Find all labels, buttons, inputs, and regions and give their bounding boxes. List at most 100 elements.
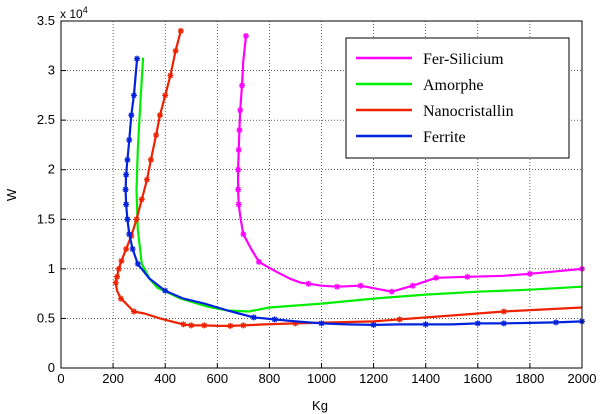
- x-tick-label: 200: [102, 371, 124, 386]
- data-point-fer-silicium: [464, 273, 471, 280]
- data-point-fer-silicium: [239, 82, 246, 89]
- data-point-fer-silicium: [236, 127, 243, 134]
- data-point-ferrite: [124, 216, 131, 223]
- series-line-fer-silicium: [237, 35, 583, 293]
- y-tick-label: 2.5: [37, 112, 55, 127]
- legend-label-fer-silicium: Fer-Silicium: [423, 51, 504, 68]
- data-point-nanocristallin: [117, 295, 124, 302]
- data-point-nanocristallin: [162, 92, 169, 99]
- data-point-ferrite: [124, 156, 131, 163]
- data-point-ferrite: [122, 186, 129, 193]
- data-point-nanocristallin: [115, 265, 122, 272]
- data-point-ferrite: [370, 321, 377, 328]
- legend-label-nanocristallin: Nanocristallin: [423, 103, 514, 120]
- data-point-ferrite: [126, 136, 133, 143]
- data-point-nanocristallin: [227, 322, 234, 329]
- data-point-ferrite: [128, 112, 135, 119]
- x-tick-label: 1000: [307, 371, 336, 386]
- y-multiplier-base: x 10: [60, 7, 83, 21]
- y-tick-label: 1.5: [37, 211, 55, 226]
- legend-item-fer-silicium: Fer-Silicium: [356, 51, 504, 68]
- data-point-fer-silicium: [235, 201, 242, 208]
- series-ferrite: [122, 55, 585, 328]
- x-tick-label: 2000: [568, 371, 597, 386]
- data-point-ferrite: [123, 201, 130, 208]
- x-axis-label: Kg: [312, 398, 328, 413]
- data-point-fer-silicium: [237, 107, 244, 114]
- series-line-amorphe: [135, 57, 583, 313]
- data-point-fer-silicium: [334, 283, 341, 290]
- x-tick-label: 800: [259, 371, 281, 386]
- data-point-nanocristallin: [147, 156, 154, 163]
- y-tick-label: 3.5: [37, 13, 55, 28]
- data-point-nanocristallin: [500, 308, 507, 315]
- data-point-ferrite: [130, 92, 137, 99]
- x-tick-label: 600: [206, 371, 228, 386]
- data-point-nanocristallin: [114, 273, 121, 280]
- y-tick-label: 1: [48, 261, 55, 276]
- y-tick-label: 2: [48, 162, 55, 177]
- data-point-nanocristallin: [188, 322, 195, 329]
- data-point-ferrite: [552, 319, 559, 326]
- data-point-nanocristallin: [172, 47, 179, 54]
- legend-label-amorphe: Amorphe: [423, 77, 483, 94]
- legend-item-nanocristallin: Nanocristallin: [356, 103, 514, 120]
- legend-items: Fer-Silicium Amorphe Nanocristallin Ferrite: [356, 51, 514, 146]
- legend-item-amorphe: Amorphe: [356, 77, 483, 94]
- data-point-fer-silicium: [235, 186, 242, 193]
- data-point-fer-silicium: [255, 258, 262, 265]
- x-tick-label: 1600: [463, 371, 492, 386]
- x-tick-labels: 0 200 400 600 800 1000 1200 1400 1600 1800 2000: [57, 371, 596, 386]
- data-point-nanocristallin: [156, 112, 163, 119]
- series-layer: [112, 27, 585, 329]
- x-tick-label: 1800: [515, 371, 544, 386]
- y-tick-label: 3: [48, 63, 55, 78]
- data-point-nanocristallin: [123, 246, 130, 253]
- data-point-ferrite: [474, 320, 481, 327]
- data-point-fer-silicium: [235, 166, 242, 173]
- data-point-nanocristallin: [133, 216, 140, 223]
- data-point-nanocristallin: [201, 322, 208, 329]
- series-amorphe: [135, 57, 583, 313]
- data-point-fer-silicium: [242, 32, 249, 39]
- data-point-fer-silicium: [526, 270, 533, 277]
- data-point-nanocristallin: [112, 279, 119, 286]
- data-point-ferrite: [422, 321, 429, 328]
- legend: Fer-Silicium Amorphe Nanocristallin Ferrite: [345, 37, 570, 159]
- data-point-fer-silicium: [305, 280, 312, 287]
- data-point-nanocristallin: [240, 322, 247, 329]
- data-point-ferrite: [129, 246, 136, 253]
- data-point-ferrite: [271, 316, 278, 323]
- legend-label-ferrite: Ferrite: [423, 129, 466, 146]
- data-point-fer-silicium: [240, 231, 247, 238]
- x-tick-label: 1200: [359, 371, 388, 386]
- data-point-ferrite: [123, 171, 130, 178]
- y-tick-label: 0.5: [37, 310, 55, 325]
- x-tick-label: 1400: [411, 371, 440, 386]
- data-point-nanocristallin: [167, 72, 174, 79]
- x-tick-label: 400: [154, 371, 176, 386]
- data-point-ferrite: [162, 287, 169, 294]
- data-point-fer-silicium: [409, 282, 416, 289]
- data-point-ferrite: [134, 55, 141, 62]
- data-point-nanocristallin: [118, 257, 125, 264]
- data-point-fer-silicium: [235, 146, 242, 153]
- data-point-nanocristallin: [143, 176, 150, 183]
- data-point-nanocristallin: [138, 196, 145, 203]
- plot-frame: [60, 20, 583, 369]
- y-multiplier: x 104: [60, 5, 88, 21]
- data-point-fer-silicium: [388, 288, 395, 295]
- x-tick-label: 0: [57, 371, 64, 386]
- data-point-nanocristallin: [177, 27, 184, 34]
- legend-item-ferrite: Ferrite: [356, 129, 466, 146]
- y-multiplier-exp: 4: [83, 5, 88, 15]
- y-tick-label: 0: [48, 360, 55, 375]
- data-point-fer-silicium: [433, 274, 440, 281]
- data-point-nanocristallin: [153, 132, 160, 139]
- data-point-ferrite: [126, 231, 133, 238]
- data-point-nanocristallin: [130, 308, 137, 315]
- data-point-ferrite: [250, 314, 257, 321]
- data-point-nanocristallin: [396, 316, 403, 323]
- data-point-nanocristallin: [180, 321, 187, 328]
